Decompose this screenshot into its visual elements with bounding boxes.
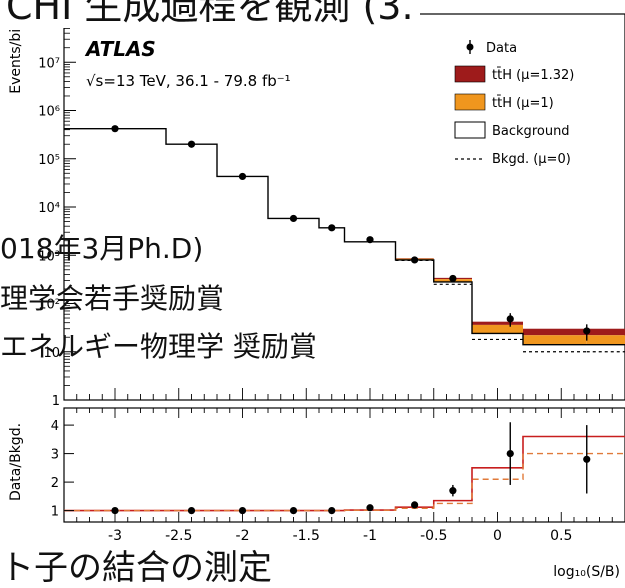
legend-tth-fit-label: tt̄H (μ=1.32) (492, 68, 574, 83)
y-tick-label: 1 (52, 394, 60, 409)
ratio-xlabel: log₁₀(S/B) (553, 564, 620, 580)
data-point (290, 215, 297, 222)
x-tick-label: -0.5 (420, 528, 447, 544)
data-point (411, 256, 418, 263)
legend-data-marker (467, 44, 474, 51)
x-tick-label: -2 (236, 528, 250, 544)
ratio-y-tick-label: 3 (51, 448, 59, 463)
ratio-data-point (366, 504, 373, 511)
x-tick-label: -3 (108, 528, 122, 544)
legend: Data tt̄H (μ=1.32) tt̄H (μ=1) Background… (455, 40, 574, 167)
slide-line-3: エネルギー物理学 奨励賞 (0, 330, 317, 364)
ratio-data-point (583, 456, 590, 463)
y-tick-label: 10⁴ (38, 201, 60, 216)
data-point (188, 141, 195, 148)
main-ylabel: Events/bin (8, 20, 24, 94)
slide-top-text: CHI 生成過程を観測 (3. (0, 0, 420, 28)
tth-fit-band-bin (523, 329, 587, 335)
ratio-y-tick-label: 4 (51, 419, 59, 434)
y-tick-label: 10⁶ (38, 105, 60, 120)
legend-tth-fit-swatch (455, 66, 485, 82)
data-point (366, 236, 373, 243)
slide-bottom-text: ト子の結合の測定 (0, 548, 276, 588)
energy-lumi-label: √s=13 TeV, 36.1 - 79.8 fb⁻¹ (86, 72, 291, 90)
x-tick-label: -1 (363, 528, 377, 544)
slide-line-1: 018年3月Ph.D) (0, 232, 203, 266)
legend-tth-sm-swatch (455, 94, 485, 110)
data-point (328, 224, 335, 231)
x-tick-label: -2.5 (165, 528, 192, 544)
ratio-data-point (411, 501, 418, 508)
tth-sm-band-bin (523, 335, 587, 344)
legend-tth-sm-label: tt̄H (μ=1) (492, 96, 554, 111)
y-tick-label: 10⁷ (38, 56, 60, 71)
x-tick-label: 0 (493, 528, 502, 544)
ratio-fit-hist-line (64, 437, 625, 511)
data-point (449, 275, 456, 282)
ratio-y-tick-label: 1 (51, 505, 59, 520)
data-point (507, 315, 514, 322)
x-tick-label: -1.5 (293, 528, 320, 544)
slide-line-2: 理学会若手奨励賞 (0, 282, 224, 316)
ratio-data-point (449, 487, 456, 494)
legend-bkg-swatch (455, 122, 485, 138)
legend-data-label: Data (486, 41, 517, 56)
legend-bkgd0-label: Bkgd. (μ=0) (492, 152, 571, 167)
ratio-panel-frame (64, 408, 625, 522)
tth-sm-band-bin (472, 325, 523, 333)
ratio-plot-layer: 1 2 3 4 -3 -2.5 -2 -1.5 -1 -0.5 0 0.5 (51, 408, 625, 544)
y-tick-label: 10⁵ (38, 153, 60, 168)
data-point (111, 125, 118, 132)
ratio-data-point (290, 507, 297, 514)
x-tick-label: 0.5 (550, 528, 572, 544)
ratio-data-point (507, 450, 514, 457)
ratio-sm-dashed-line (64, 454, 625, 511)
data-point (583, 327, 590, 334)
tth-fit-band-bin (587, 329, 625, 335)
ratio-ylabel: Data/Bkgd. (8, 423, 24, 501)
legend-bkg-label: Background (492, 124, 570, 139)
ratio-data-point (188, 507, 195, 514)
tth-fit-band-bin (472, 322, 523, 325)
tth-sm-band-bin (587, 335, 625, 344)
experiment-label: ATLAS (84, 37, 156, 61)
data-point (239, 173, 246, 180)
ratio-y-tick-label: 2 (51, 476, 59, 491)
ratio-data-point (328, 507, 335, 514)
